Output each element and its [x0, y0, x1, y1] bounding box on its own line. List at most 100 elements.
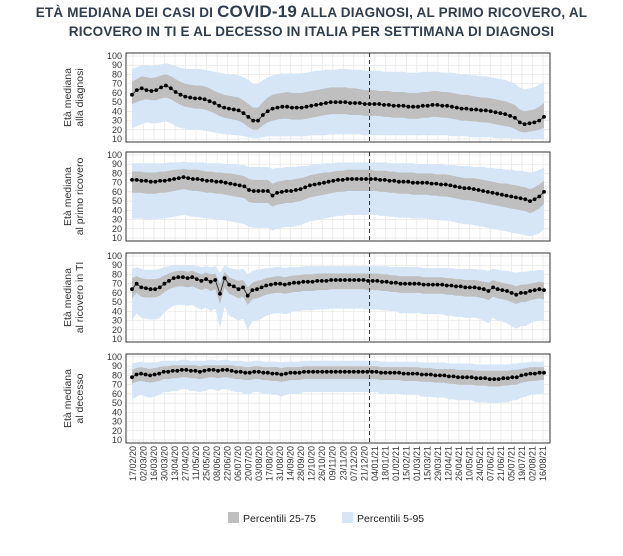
- median-point: [153, 287, 158, 292]
- median-point: [396, 103, 401, 108]
- y-tick-label: 60: [112, 288, 122, 298]
- y-tick-label: 30: [112, 215, 122, 225]
- x-tick-label: 30/03/20: [160, 446, 170, 481]
- median-point: [333, 278, 338, 282]
- median-point: [191, 177, 195, 181]
- y-tick-label: 40: [112, 205, 122, 215]
- median-point: [231, 107, 236, 112]
- median-point: [181, 175, 186, 180]
- median-point: [319, 279, 324, 283]
- median-point: [296, 280, 301, 285]
- median-point: [139, 285, 144, 290]
- y-tick-label: 50: [112, 196, 122, 206]
- x-tick-label: 16/03/20: [149, 446, 159, 481]
- median-point: [425, 103, 430, 108]
- median-point: [485, 190, 490, 194]
- median-point: [451, 374, 456, 379]
- median-point: [148, 287, 153, 292]
- median-point: [183, 94, 188, 99]
- panel-frame: [125, 151, 551, 242]
- median-point: [420, 103, 425, 108]
- median-point: [333, 369, 338, 374]
- median-point: [164, 83, 168, 88]
- median-point: [380, 279, 384, 284]
- median-point: [537, 370, 542, 375]
- median-point: [288, 370, 293, 375]
- median-point: [144, 286, 148, 291]
- median-point: [424, 372, 429, 377]
- y-tick-label: 10: [112, 134, 122, 144]
- median-point: [350, 177, 354, 181]
- median-point: [518, 196, 523, 201]
- median-point: [298, 187, 303, 192]
- median-point: [367, 102, 372, 106]
- median-point: [306, 369, 311, 374]
- median-point: [435, 282, 440, 287]
- median-point: [261, 113, 265, 117]
- median-point: [168, 86, 173, 91]
- median-point: [375, 279, 380, 283]
- y-tick-label: 20: [112, 426, 122, 436]
- median-point: [353, 101, 357, 105]
- median-point: [199, 279, 204, 283]
- median-point: [311, 369, 315, 374]
- median-point: [207, 368, 211, 372]
- median-point: [317, 181, 322, 186]
- median-point: [500, 288, 505, 292]
- legend-swatch-25-75: [228, 512, 239, 523]
- median-point: [442, 373, 447, 378]
- x-tick-label: 15/03/21: [422, 446, 432, 481]
- median-point: [493, 110, 498, 115]
- median-point: [351, 369, 356, 374]
- median-point: [419, 372, 424, 377]
- y-tick-label: 70: [112, 178, 122, 188]
- median-point: [481, 189, 485, 193]
- median-point: [265, 189, 270, 193]
- median-point: [198, 369, 202, 374]
- median-point: [280, 104, 285, 109]
- median-point: [134, 178, 139, 182]
- y-tick-label: 80: [112, 69, 122, 79]
- median-point: [130, 287, 134, 292]
- median-point: [188, 95, 193, 100]
- median-point: [299, 105, 304, 110]
- median-point: [503, 112, 508, 116]
- y-tick-label: 20: [112, 224, 122, 234]
- y-tick-label: 90: [112, 159, 122, 169]
- median-point: [247, 370, 252, 375]
- median-point: [236, 108, 241, 113]
- median-point: [498, 111, 503, 116]
- median-point: [514, 375, 519, 380]
- y-tick-label: 60: [112, 88, 122, 98]
- y-tick-label: 90: [112, 260, 122, 270]
- median-point: [454, 105, 459, 110]
- median-point: [287, 281, 292, 286]
- x-tick-label: 03/08/20: [254, 446, 264, 481]
- chart-title-part-2: ALLA DIAGNOSI, AL PRIMO RICOVERO, AL: [297, 5, 588, 20]
- median-point: [403, 281, 407, 286]
- median-point: [389, 280, 394, 285]
- median-point: [469, 375, 474, 380]
- chart-legend: Percentili 25-75 Percentili 5-95: [228, 512, 424, 525]
- median-point: [336, 178, 340, 182]
- median-point: [144, 178, 148, 183]
- median-point: [252, 369, 257, 374]
- median-point: [477, 286, 482, 291]
- median-point: [450, 104, 454, 109]
- median-point: [130, 178, 134, 182]
- x-tick-label: 19/07/21: [517, 446, 527, 481]
- median-point: [532, 288, 537, 292]
- median-point: [315, 369, 320, 374]
- x-tick-label: 06/07/20: [233, 446, 243, 481]
- median-point: [194, 277, 199, 281]
- x-tick-label: 18/01/21: [380, 446, 390, 481]
- median-point: [148, 179, 153, 184]
- x-tick-label: 22/06/20: [223, 446, 233, 481]
- median-point: [159, 85, 164, 90]
- median-point: [368, 177, 373, 181]
- median-point: [462, 186, 467, 191]
- median-point: [492, 377, 497, 381]
- y-axis-label-line: al decesso: [74, 373, 86, 423]
